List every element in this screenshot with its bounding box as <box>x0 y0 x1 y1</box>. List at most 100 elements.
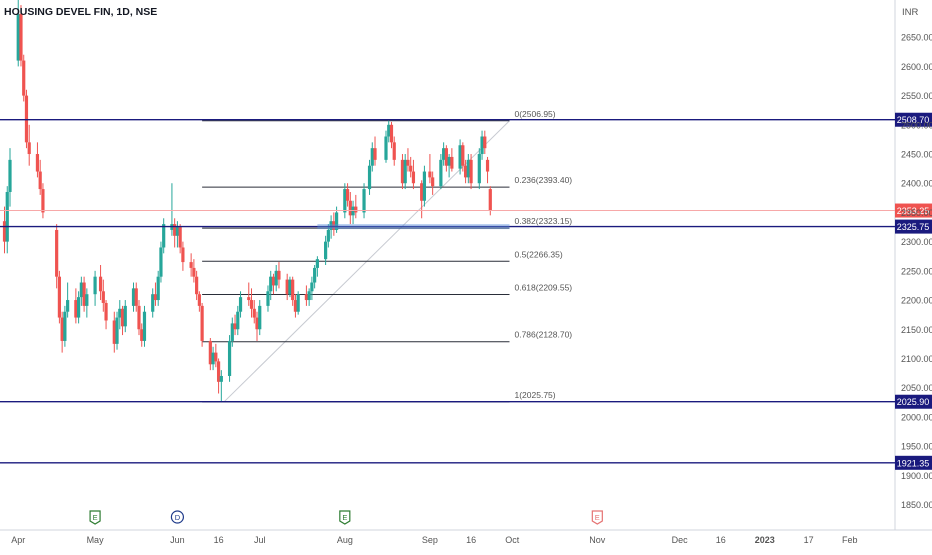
candle <box>277 262 281 289</box>
x-tick-label: Jun <box>170 535 185 545</box>
candle-body <box>406 159 410 166</box>
candle-body <box>60 317 64 341</box>
candle <box>271 273 276 295</box>
candle-body <box>112 320 116 344</box>
candle-body <box>57 276 62 318</box>
candle-body <box>162 224 166 248</box>
candle <box>16 0 20 67</box>
time-axis[interactable]: Apr May Jun 16 Jul Aug Sep 16 Oct Nov Dec 16 2023 17 F… <box>11 535 857 545</box>
candle <box>450 148 454 172</box>
x-tick-label: Aug <box>337 535 353 545</box>
candle <box>310 276 314 301</box>
candle <box>266 285 270 312</box>
event-marker: D <box>170 510 185 524</box>
candle <box>178 224 182 254</box>
candle-body <box>197 294 201 306</box>
candle <box>63 305 67 347</box>
candle <box>387 120 391 143</box>
candle-body <box>2 221 7 242</box>
candle-body <box>153 294 158 301</box>
candle-body <box>277 270 281 280</box>
fib-level-label: 0.382(2323.15) <box>514 216 572 226</box>
candle-body <box>249 300 254 309</box>
candle <box>348 191 352 225</box>
candle <box>252 300 256 324</box>
candle-body <box>291 279 295 301</box>
candle <box>367 159 372 195</box>
candle-body <box>345 189 350 201</box>
candle <box>463 159 468 184</box>
candle <box>170 183 174 236</box>
x-tick-label: May <box>87 535 105 545</box>
candle-body <box>134 288 138 306</box>
candle <box>173 218 177 248</box>
candle <box>60 311 64 353</box>
candle-body <box>488 189 492 211</box>
price-axis[interactable]: 2650.00 2600.00 2550.00 2500.00 2450.00 2400.… <box>901 33 932 510</box>
candle <box>134 282 138 312</box>
last-price-label: 2353.25 <box>897 206 930 216</box>
candle <box>477 148 481 190</box>
horizontal-lines[interactable]: 2508.70 2325.75 2025.90 1921.35 2353.25 <box>0 112 932 470</box>
candle <box>140 323 144 347</box>
y-tick-label: 2400.00 <box>901 179 932 189</box>
candle <box>431 171 435 195</box>
candle <box>118 300 122 330</box>
candle <box>384 130 388 163</box>
event-marker: E <box>591 510 603 525</box>
candle <box>162 218 166 254</box>
candle <box>156 270 160 306</box>
candle <box>104 300 108 330</box>
horizontal-line-label: 2508.70 <box>897 115 930 125</box>
candle <box>461 142 465 172</box>
candle <box>131 282 136 312</box>
symbol-title: HOUSING DEVEL FIN, 1D, NSE <box>4 6 157 18</box>
candle-body <box>447 156 451 166</box>
candle-body <box>79 282 83 298</box>
candle-body <box>458 145 462 169</box>
candle-body <box>485 159 490 172</box>
event-marker: E <box>339 510 351 525</box>
y-tick-label: 2450.00 <box>901 150 932 160</box>
x-tick-label: 16 <box>466 535 476 545</box>
y-tick-label: 2100.00 <box>901 354 932 364</box>
horizontal-line-label: 1921.35 <box>897 458 930 468</box>
candle-body <box>189 262 193 268</box>
candle <box>211 346 215 371</box>
candle-body <box>219 375 223 382</box>
candle-body <box>151 294 155 312</box>
candle <box>120 305 125 336</box>
horizontal-line-label-bg <box>895 112 932 127</box>
candle-body <box>315 259 319 268</box>
candle-body <box>461 145 465 166</box>
candle-body <box>211 352 215 365</box>
candle <box>175 221 180 248</box>
candle <box>27 124 31 166</box>
candle-body <box>450 156 454 169</box>
candle <box>409 156 413 178</box>
candle-body <box>230 323 234 341</box>
candle <box>200 302 204 347</box>
candle <box>483 130 487 155</box>
earnings-marker-icon <box>89 510 101 525</box>
y-tick-label: 1850.00 <box>901 500 932 510</box>
candle-body <box>362 189 366 213</box>
candle-body <box>313 267 317 283</box>
candle-body <box>159 247 163 277</box>
candle <box>444 145 448 172</box>
candle-body <box>200 305 204 341</box>
candle <box>420 180 424 219</box>
y-tick-label: 2300.00 <box>901 237 932 247</box>
candle-body <box>195 276 199 295</box>
candle <box>392 136 396 166</box>
y-tick-label: 2550.00 <box>901 91 932 101</box>
candle <box>197 291 201 312</box>
event-marker-label: E <box>93 513 98 522</box>
y-tick-label: 2350.00 <box>901 208 932 218</box>
y-tick-label: 2250.00 <box>901 266 932 276</box>
x-tick-label: Apr <box>11 535 25 545</box>
candle <box>247 282 251 306</box>
candle-body <box>258 305 262 330</box>
candle-body <box>66 300 70 312</box>
